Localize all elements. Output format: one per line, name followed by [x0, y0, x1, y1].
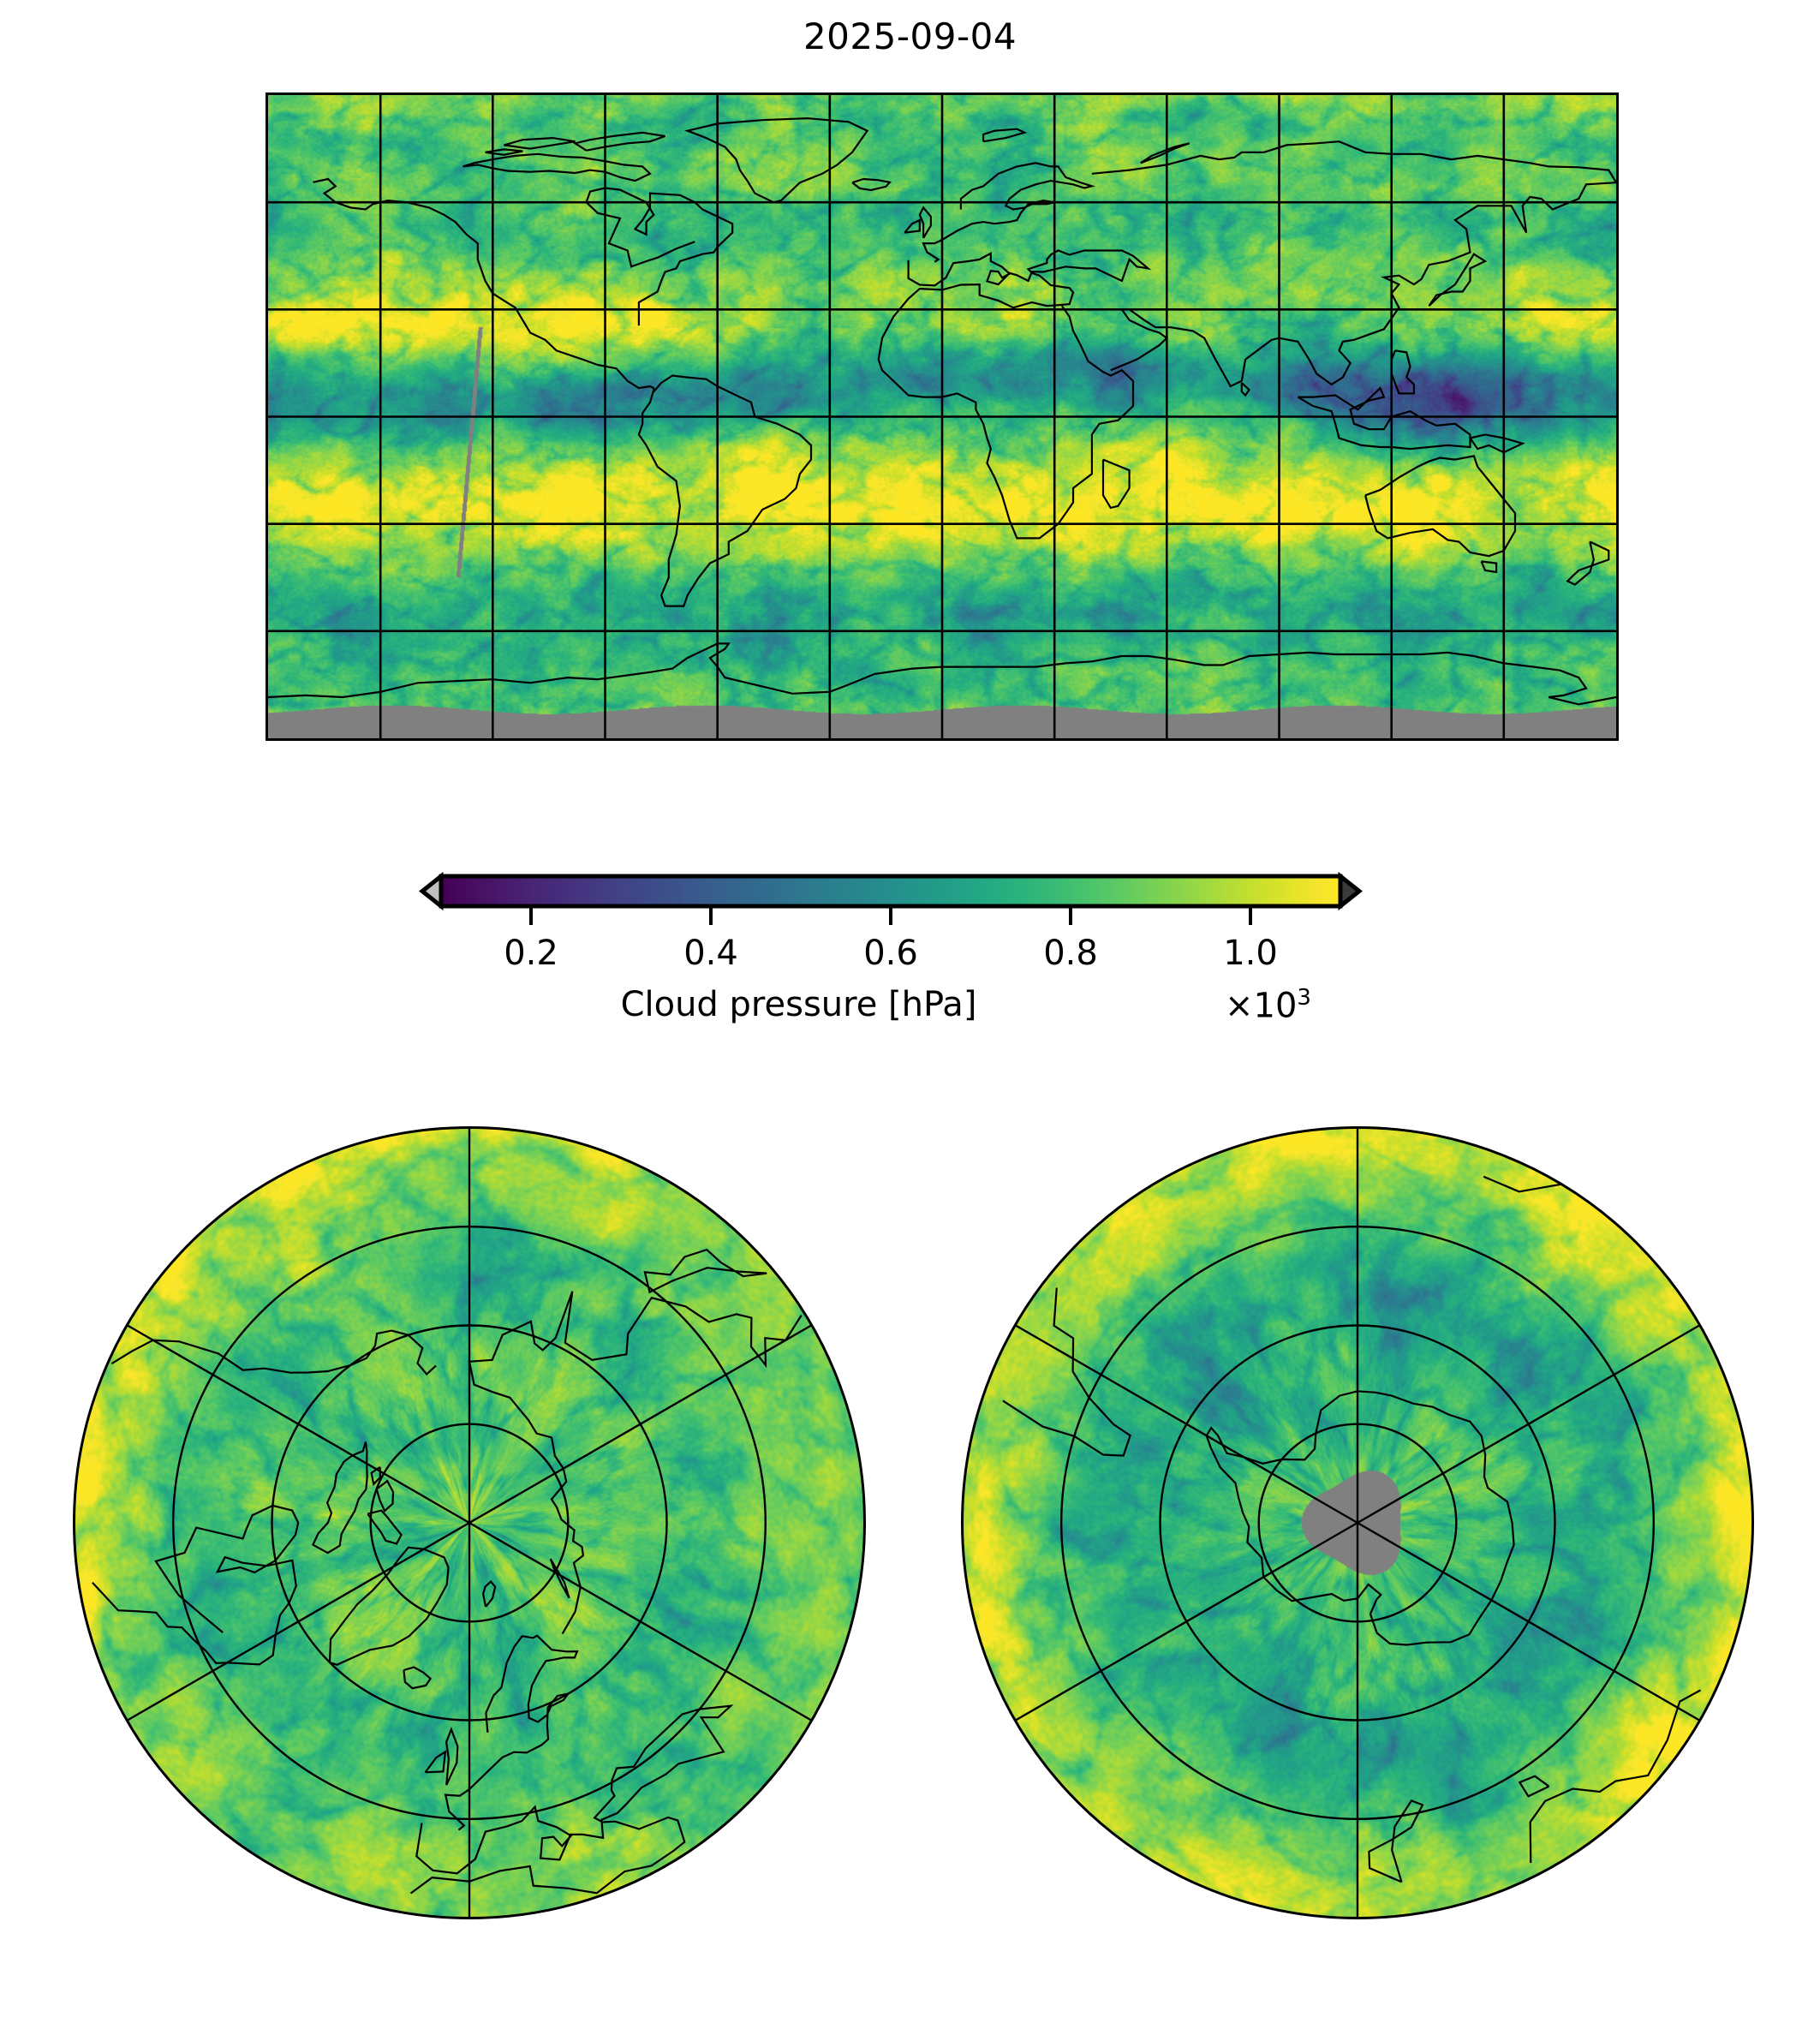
colorbar-exponent-prefix: ×10: [1225, 986, 1298, 1026]
colorbar-gradient-and-ticks: 0.2 0.4 0.6 0.8 1.0: [418, 871, 1364, 973]
south-polar-map-panel: [961, 1126, 1754, 1919]
page-title: 2025-09-04: [803, 15, 1017, 57]
north-polar-raster: [73, 1126, 866, 1919]
north-polar-map-panel: [73, 1126, 866, 1919]
svg-text:1.0: 1.0: [1223, 934, 1278, 973]
svg-text:0.4: 0.4: [683, 934, 738, 973]
north-polar-clip: [73, 1126, 866, 1919]
colorbar: 0.2 0.4 0.6 0.8 1.0 Cloud pressure [hPa] ×10…: [403, 865, 1413, 1028]
colorbar-exponent-power: 3: [1297, 985, 1311, 1011]
south-polar-clip: [961, 1126, 1754, 1919]
colorbar-axis-label: Cloud pressure [hPa]: [620, 985, 977, 1024]
global-map-raster: [268, 95, 1616, 738]
svg-text:0.2: 0.2: [504, 934, 558, 973]
svg-text:0.6: 0.6: [863, 934, 918, 973]
global-map-panel: [266, 92, 1619, 741]
svg-text:0.8: 0.8: [1043, 934, 1098, 973]
south-polar-raster: [961, 1126, 1754, 1919]
colorbar-exponent-label: ×103: [1225, 985, 1311, 1025]
